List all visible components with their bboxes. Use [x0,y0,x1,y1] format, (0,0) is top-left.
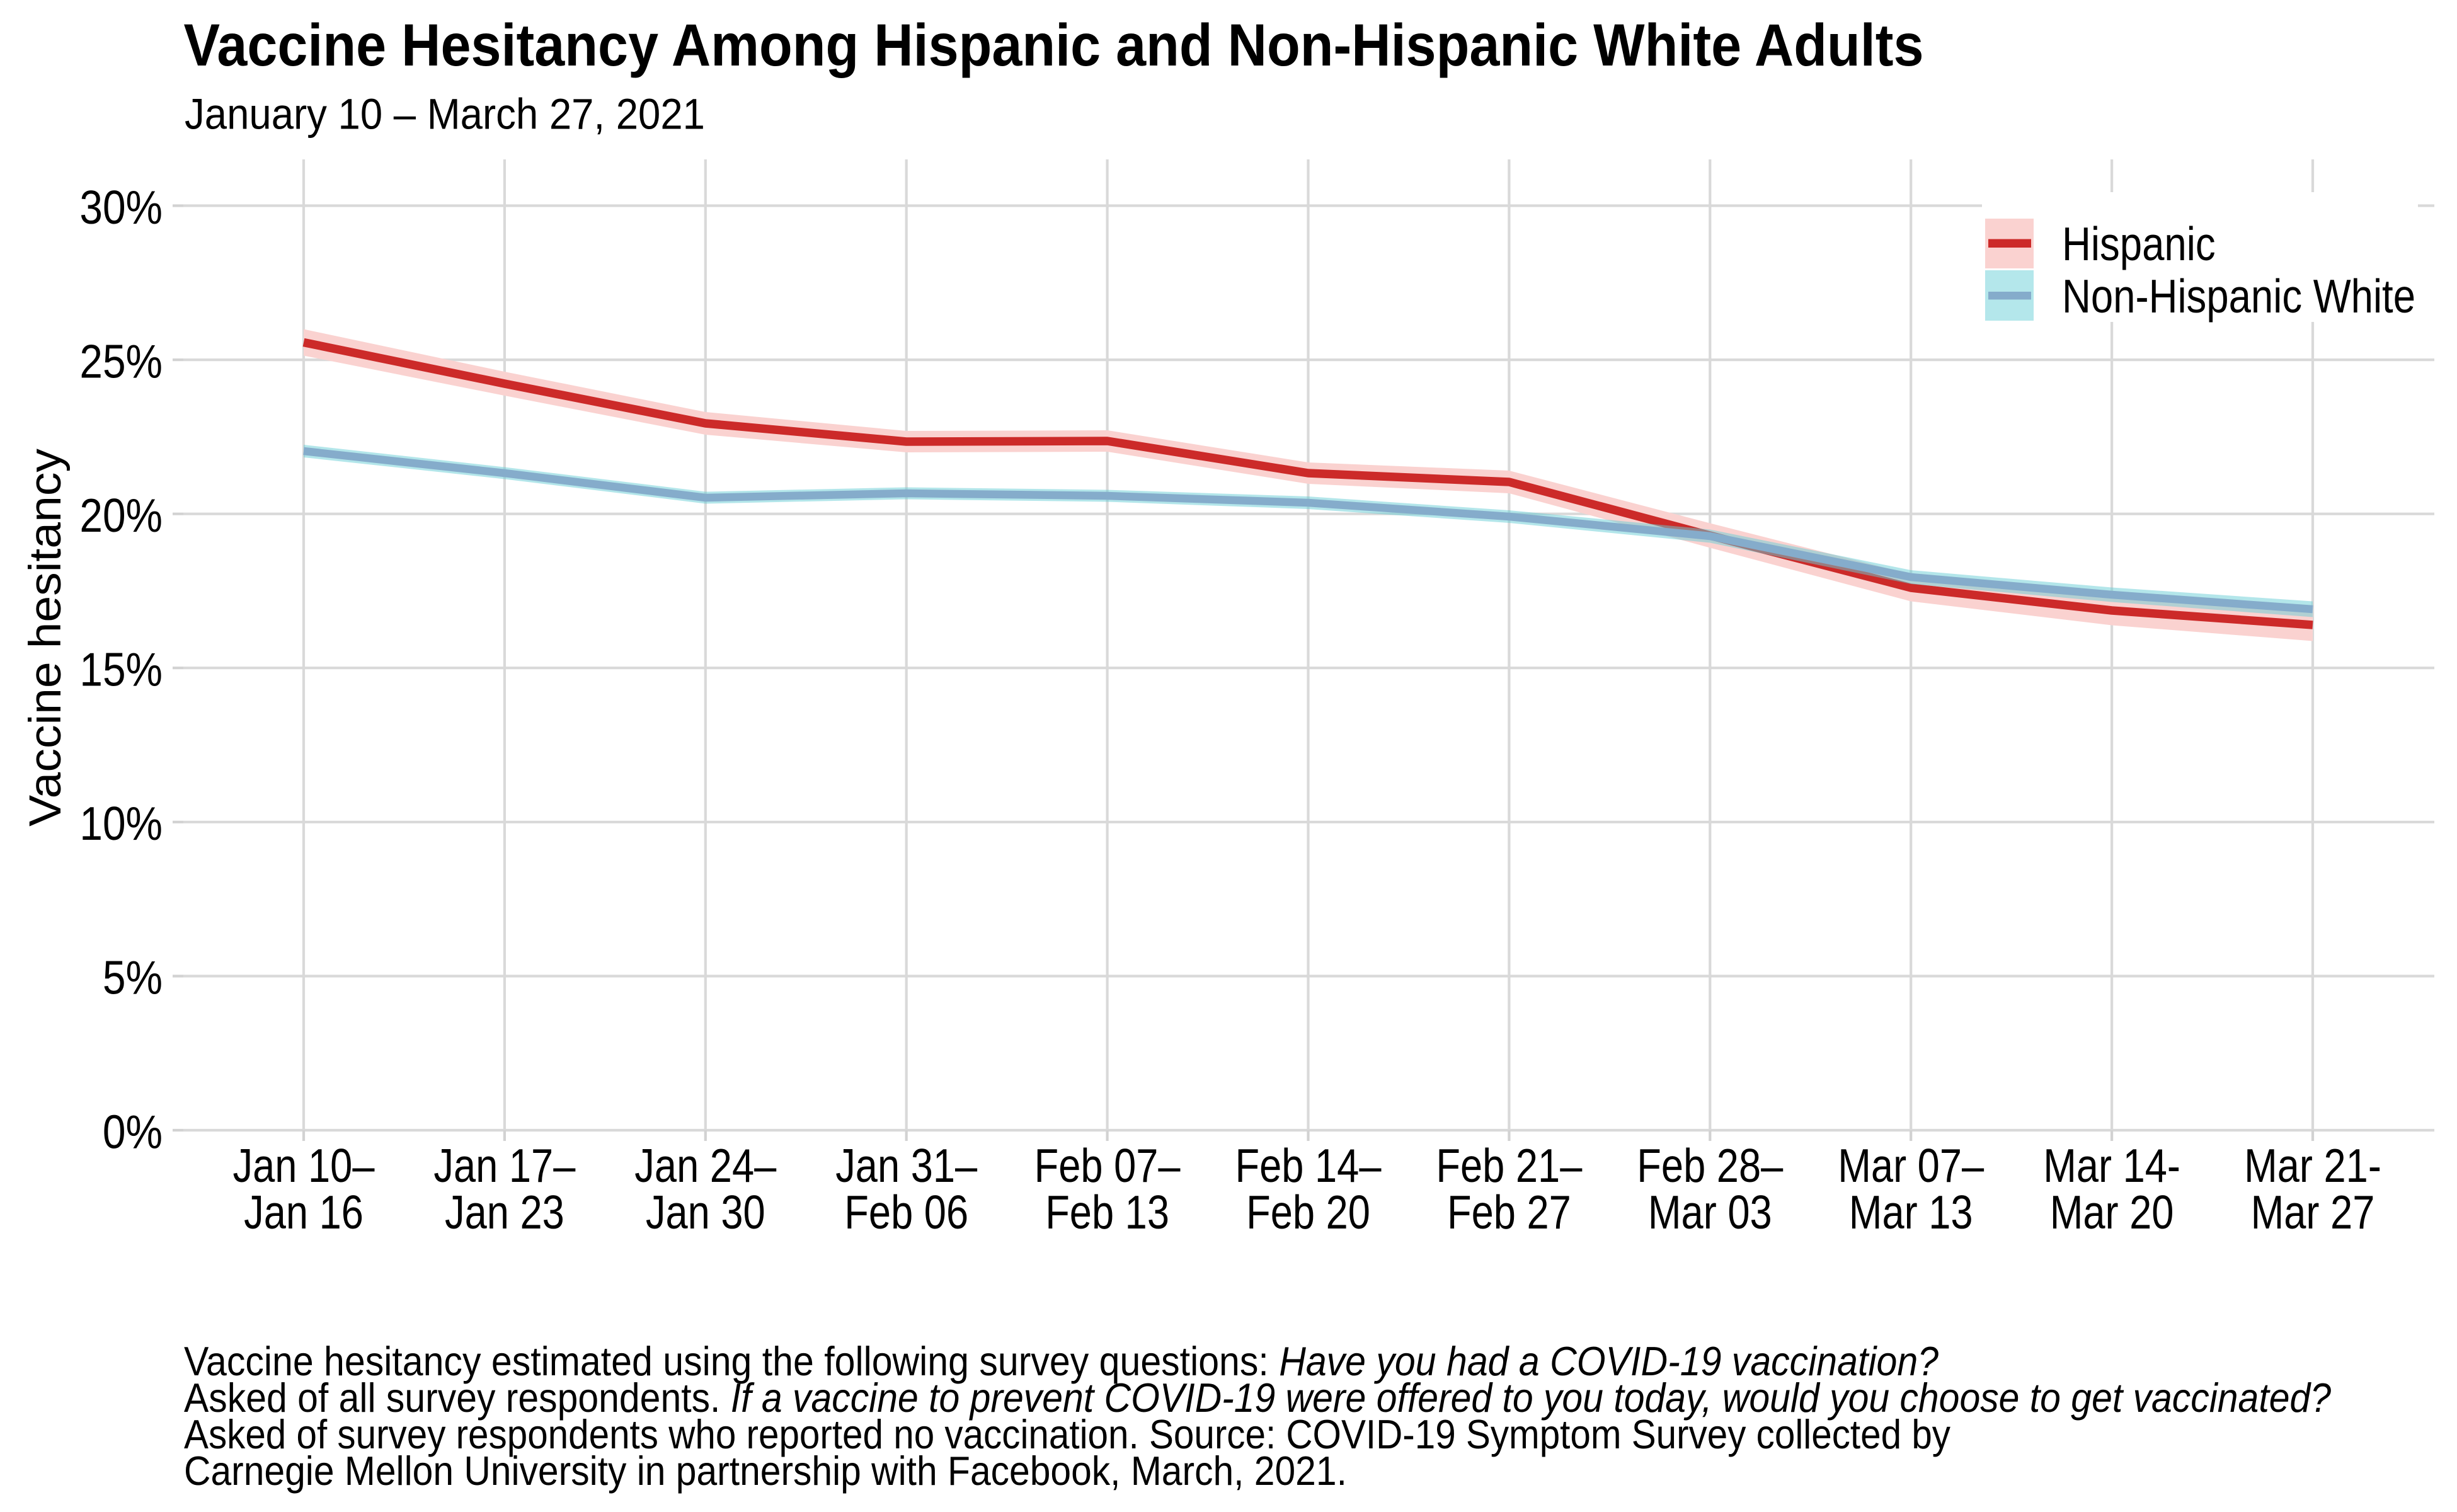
svg-text:Vaccine hesitancy estimated us: Vaccine hesitancy estimated using the fo… [184,1338,1269,1384]
svg-text:10%: 10% [79,797,163,850]
svg-text:20%: 20% [79,489,163,542]
svg-text:Asked of survey respondents wh: Asked of survey respondents who reported… [184,1411,1950,1457]
svg-text:January 10 – March 27, 2021: January 10 – March 27, 2021 [185,90,705,139]
svg-text:Feb 07–: Feb 07– [1034,1139,1181,1192]
svg-text:Carnegie Mellon University in: Carnegie Mellon University in partnershi… [184,1448,1347,1494]
svg-text:If a vaccine to prevent COVID-: If a vaccine to prevent COVID-19 were of… [731,1375,2331,1421]
svg-text:Mar 13: Mar 13 [1849,1186,1973,1239]
svg-text:Hispanic: Hispanic [2062,217,2216,270]
svg-text:Vaccine Hesitancy Among Hispan: Vaccine Hesitancy Among Hispanic and Non… [184,12,1924,79]
svg-text:Mar 27: Mar 27 [2251,1186,2375,1239]
svg-text:Feb 20: Feb 20 [1246,1186,1370,1239]
svg-text:Feb 27: Feb 27 [1447,1186,1571,1239]
svg-text:Mar 20: Mar 20 [2050,1186,2174,1239]
svg-text:Mar 21-: Mar 21- [2244,1139,2381,1192]
svg-text:Mar 14-: Mar 14- [2043,1139,2180,1192]
svg-text:Jan 23: Jan 23 [445,1186,564,1239]
svg-text:Feb 13: Feb 13 [1045,1186,1169,1239]
svg-text:30%: 30% [79,181,163,234]
svg-text:Jan 31–: Jan 31– [835,1139,977,1192]
svg-text:Jan 16: Jan 16 [244,1186,364,1239]
svg-text:Mar 03: Mar 03 [1648,1186,1772,1239]
svg-text:0%: 0% [103,1105,163,1158]
svg-text:15%: 15% [79,643,163,696]
svg-text:Jan 17–: Jan 17– [433,1139,575,1192]
svg-text:Jan 24–: Jan 24– [634,1139,776,1192]
svg-text:Mar 07–: Mar 07– [1838,1139,1984,1192]
svg-text:Jan 10–: Jan 10– [233,1139,375,1192]
svg-text:Feb 28–: Feb 28– [1637,1139,1783,1192]
svg-text:Non-Hispanic White: Non-Hispanic White [2062,270,2415,323]
svg-text:Feb 21–: Feb 21– [1436,1139,1582,1192]
svg-text:Asked of all survey respondent: Asked of all survey respondents. [184,1375,720,1421]
svg-text:Jan 30: Jan 30 [646,1186,765,1239]
svg-text:Vaccine hesitancy: Vaccine hesitancy [21,448,71,827]
svg-text:Feb 06: Feb 06 [844,1186,968,1239]
svg-text:Have you had a COVID-19 vaccin: Have you had a COVID-19 vaccination? [1279,1338,1939,1384]
svg-text:5%: 5% [103,951,163,1004]
svg-text:25%: 25% [79,335,163,387]
svg-text:Feb 14–: Feb 14– [1235,1139,1382,1192]
